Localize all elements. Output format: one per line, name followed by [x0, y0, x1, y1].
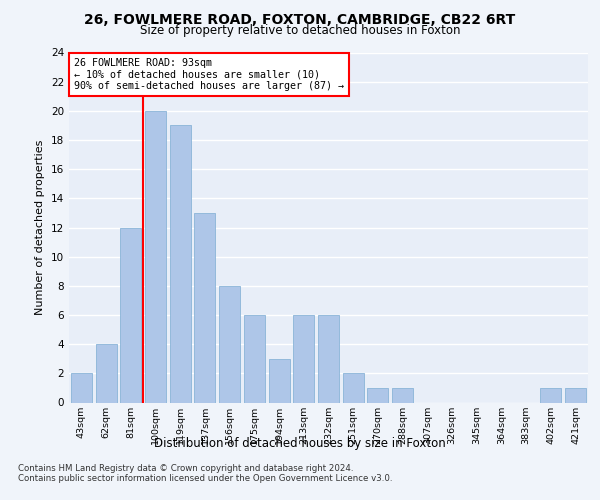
- Y-axis label: Number of detached properties: Number of detached properties: [35, 140, 46, 315]
- Bar: [244, 315, 265, 402]
- Text: 26, FOWLMERE ROAD, FOXTON, CAMBRIDGE, CB22 6RT: 26, FOWLMERE ROAD, FOXTON, CAMBRIDGE, CB…: [85, 12, 515, 26]
- Bar: [318, 315, 339, 402]
- Bar: [170, 126, 191, 402]
- Bar: [392, 388, 413, 402]
- Bar: [293, 315, 314, 402]
- Bar: [120, 228, 141, 402]
- Bar: [269, 359, 290, 403]
- Bar: [343, 374, 364, 402]
- Text: Contains public sector information licensed under the Open Government Licence v3: Contains public sector information licen…: [18, 474, 392, 483]
- Bar: [194, 213, 215, 402]
- Bar: [219, 286, 240, 403]
- Bar: [95, 344, 116, 403]
- Text: Size of property relative to detached houses in Foxton: Size of property relative to detached ho…: [140, 24, 460, 37]
- Bar: [565, 388, 586, 402]
- Bar: [541, 388, 562, 402]
- Text: Contains HM Land Registry data © Crown copyright and database right 2024.: Contains HM Land Registry data © Crown c…: [18, 464, 353, 473]
- Text: Distribution of detached houses by size in Foxton: Distribution of detached houses by size …: [154, 438, 446, 450]
- Bar: [145, 111, 166, 403]
- Bar: [367, 388, 388, 402]
- Text: 26 FOWLMERE ROAD: 93sqm
← 10% of detached houses are smaller (10)
90% of semi-de: 26 FOWLMERE ROAD: 93sqm ← 10% of detache…: [74, 58, 344, 91]
- Bar: [71, 374, 92, 402]
